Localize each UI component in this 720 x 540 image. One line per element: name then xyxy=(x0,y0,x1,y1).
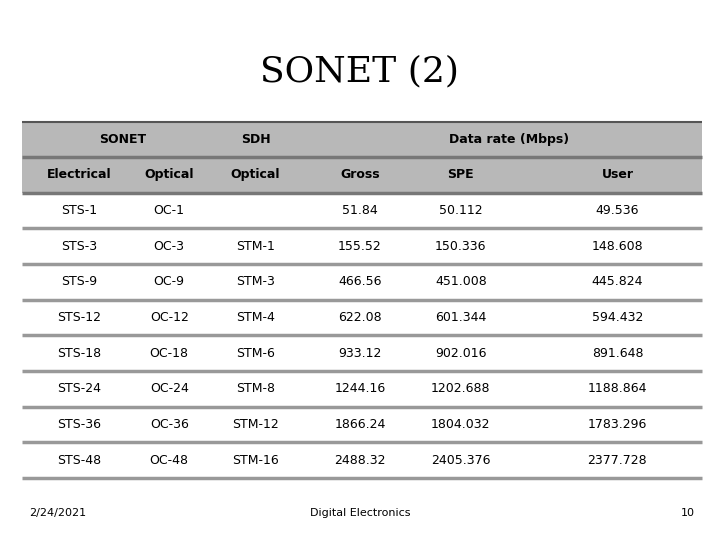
Text: 148.608: 148.608 xyxy=(592,240,643,253)
Text: 451.008: 451.008 xyxy=(435,275,487,288)
Text: 933.12: 933.12 xyxy=(338,347,382,360)
Text: 51.84: 51.84 xyxy=(342,204,378,217)
Text: SPE: SPE xyxy=(448,168,474,181)
Text: OC-48: OC-48 xyxy=(150,454,189,467)
Text: 10: 10 xyxy=(681,508,695,518)
Text: STM-3: STM-3 xyxy=(236,275,275,288)
Text: Electrical: Electrical xyxy=(47,168,112,181)
Text: 601.344: 601.344 xyxy=(435,311,487,324)
Text: STS-3: STS-3 xyxy=(61,240,97,253)
Text: OC-9: OC-9 xyxy=(153,275,185,288)
Text: STM-4: STM-4 xyxy=(236,311,275,324)
Text: STS-9: STS-9 xyxy=(61,275,97,288)
Text: STM-16: STM-16 xyxy=(233,454,279,467)
Text: 1188.864: 1188.864 xyxy=(588,382,647,395)
Text: 155.52: 155.52 xyxy=(338,240,382,253)
Text: 445.824: 445.824 xyxy=(592,275,643,288)
Text: STS-18: STS-18 xyxy=(57,347,102,360)
Text: User: User xyxy=(601,168,634,181)
Text: STM-8: STM-8 xyxy=(236,382,275,395)
Text: OC-24: OC-24 xyxy=(150,382,189,395)
Text: 622.08: 622.08 xyxy=(338,311,382,324)
Text: 49.536: 49.536 xyxy=(595,204,639,217)
Text: 150.336: 150.336 xyxy=(435,240,487,253)
Text: STS-1: STS-1 xyxy=(61,204,97,217)
Text: STS-12: STS-12 xyxy=(57,311,102,324)
Text: STS-36: STS-36 xyxy=(57,418,102,431)
Text: SONET (2): SONET (2) xyxy=(261,54,459,88)
Text: 1783.296: 1783.296 xyxy=(588,418,647,431)
Text: STM-6: STM-6 xyxy=(236,347,275,360)
Text: STS-48: STS-48 xyxy=(57,454,102,467)
Bar xyxy=(22,157,702,193)
Bar xyxy=(22,122,702,157)
Text: OC-36: OC-36 xyxy=(150,418,189,431)
Text: Optical: Optical xyxy=(145,168,194,181)
Text: SONET: SONET xyxy=(99,133,146,146)
Text: 1202.688: 1202.688 xyxy=(431,382,490,395)
Text: 1244.16: 1244.16 xyxy=(334,382,386,395)
Text: OC-12: OC-12 xyxy=(150,311,189,324)
Text: 902.016: 902.016 xyxy=(435,347,487,360)
Text: 2405.376: 2405.376 xyxy=(431,454,490,467)
Text: 2/24/2021: 2/24/2021 xyxy=(29,508,86,518)
Text: SDH: SDH xyxy=(240,133,271,146)
Text: 466.56: 466.56 xyxy=(338,275,382,288)
Text: 2488.32: 2488.32 xyxy=(334,454,386,467)
Text: 1866.24: 1866.24 xyxy=(334,418,386,431)
Text: STS-24: STS-24 xyxy=(57,382,102,395)
Text: 594.432: 594.432 xyxy=(592,311,643,324)
Text: STM-1: STM-1 xyxy=(236,240,275,253)
Text: 2377.728: 2377.728 xyxy=(588,454,647,467)
Text: Data rate (Mbps): Data rate (Mbps) xyxy=(449,133,570,146)
Text: OC-3: OC-3 xyxy=(153,240,185,253)
Text: Gross: Gross xyxy=(340,168,380,181)
Text: 891.648: 891.648 xyxy=(592,347,643,360)
Text: Optical: Optical xyxy=(231,168,280,181)
Text: OC-18: OC-18 xyxy=(150,347,189,360)
Text: Digital Electronics: Digital Electronics xyxy=(310,508,410,518)
Text: OC-1: OC-1 xyxy=(153,204,185,217)
Text: 50.112: 50.112 xyxy=(439,204,482,217)
Text: 1804.032: 1804.032 xyxy=(431,418,490,431)
Text: STM-12: STM-12 xyxy=(233,418,279,431)
